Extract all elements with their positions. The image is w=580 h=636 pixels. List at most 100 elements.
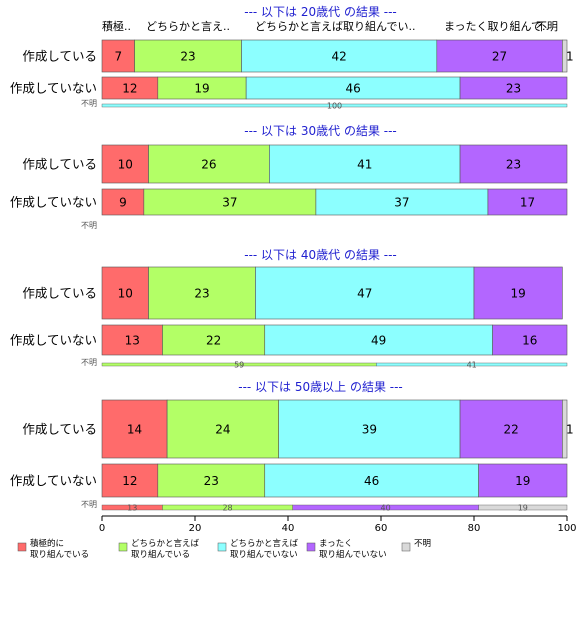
row-label: 作成していない xyxy=(10,473,97,488)
bar-value-label: 37 xyxy=(222,196,237,210)
bar-value-label: 12 xyxy=(122,474,137,488)
bar-value-label: 46 xyxy=(345,82,360,96)
row-label: 作成していない xyxy=(10,81,97,96)
bar-value-label: 23 xyxy=(180,50,195,64)
bar-value-label: 9 xyxy=(119,196,127,210)
bar-value-label: 22 xyxy=(504,423,519,437)
bar-segment xyxy=(255,266,475,320)
row-label: 作成していない xyxy=(10,195,97,210)
bar-segment xyxy=(492,324,568,356)
bar-value-label: 22 xyxy=(206,334,221,348)
bar-value-label: 47 xyxy=(357,287,372,301)
legend-label: 取り組んでいない xyxy=(230,549,298,560)
bar-value-label: 23 xyxy=(506,158,521,172)
bar-segment xyxy=(101,188,145,216)
bar-segment xyxy=(562,399,568,459)
bar-value-label: 37 xyxy=(394,196,409,210)
panel-title: --- 以下は 50歳以上 の結果 --- xyxy=(238,380,403,394)
bar-segment xyxy=(101,324,163,356)
row-label: 不明 xyxy=(81,358,97,367)
bar-segment xyxy=(562,39,568,73)
x-tick-label: 20 xyxy=(189,523,202,534)
bar-value-label: 7 xyxy=(114,50,122,64)
bar-segment xyxy=(478,504,568,511)
bar-value-label: 19 xyxy=(194,82,209,96)
bar-segment xyxy=(436,39,563,73)
bar-value-label: 10 xyxy=(118,287,133,301)
bar-value-label: 19 xyxy=(518,504,528,513)
bar-value-label: 19 xyxy=(511,287,526,301)
bar-value-label: 42 xyxy=(332,50,347,64)
bar-value-label: 13 xyxy=(125,334,140,348)
category-header-label: どちらかと言えば取り組んでい.. xyxy=(255,20,415,33)
bar-segment xyxy=(134,39,242,73)
bar-value-label: 46 xyxy=(364,474,379,488)
bar-value-label: 26 xyxy=(201,158,216,172)
legend-label: 不明 xyxy=(414,539,431,549)
bar-segment xyxy=(148,266,256,320)
category-header-label: 不明 xyxy=(536,20,558,33)
legend-label: 取り組んでいる xyxy=(131,549,190,560)
bar-segment xyxy=(278,399,461,459)
row-label: 不明 xyxy=(81,99,97,108)
legend-swatch xyxy=(217,542,227,552)
bar-segment xyxy=(459,144,568,184)
category-header-label: 積極.. xyxy=(102,19,131,33)
panel-title: --- 以下は 40歳代 の結果 --- xyxy=(244,248,397,262)
legend-label: 積極的に xyxy=(30,538,64,549)
bar-segment xyxy=(101,144,149,184)
bar-segment xyxy=(459,76,568,100)
bar-value-label: 39 xyxy=(362,423,377,437)
bar-value-label: 27 xyxy=(492,50,507,64)
x-tick-label: 60 xyxy=(375,523,388,534)
bar-segment xyxy=(157,463,266,498)
row-label: 不明 xyxy=(81,221,97,230)
bar-segment xyxy=(101,39,135,73)
bar-value-label: 59 xyxy=(234,361,244,370)
x-tick-label: 0 xyxy=(99,523,105,534)
x-tick-label: 80 xyxy=(468,523,481,534)
legend-swatch xyxy=(17,542,27,552)
bar-segment xyxy=(101,399,168,459)
bar-value-label: 41 xyxy=(467,361,477,370)
legend-label: まったく xyxy=(319,539,353,549)
bar-value-label: 28 xyxy=(222,504,232,513)
row-label: 作成している xyxy=(22,157,97,172)
bar-value-label: 41 xyxy=(357,158,372,172)
bar-value-label: 12 xyxy=(122,82,137,96)
x-tick-label: 40 xyxy=(282,523,295,534)
row-label: 作成している xyxy=(22,286,97,301)
bar-segment xyxy=(143,188,317,216)
bar-segment xyxy=(166,399,280,459)
row-label: 作成していない xyxy=(10,333,97,348)
panel-title: --- 以下は 30歳代 の結果 --- xyxy=(244,124,397,138)
bar-segment xyxy=(162,324,266,356)
bar-value-label: 23 xyxy=(194,287,209,301)
bar-segment xyxy=(241,39,438,73)
row-label: 不明 xyxy=(81,500,97,509)
bar-value-label: 1 xyxy=(566,423,574,437)
bar-value-label: 17 xyxy=(520,196,535,210)
legend-label: 取り組んでいる xyxy=(30,549,89,560)
bar-segment xyxy=(101,266,149,320)
bar-value-label: 100 xyxy=(327,102,342,111)
legend-swatch xyxy=(401,542,411,552)
bar-segment xyxy=(478,463,568,498)
row-label: 作成している xyxy=(22,422,97,437)
bar-value-label: 23 xyxy=(204,474,219,488)
bar-segment xyxy=(101,103,568,108)
bar-segment xyxy=(148,144,270,184)
category-header-label: まったく取り組んで.. xyxy=(444,20,549,33)
legend-label: 取り組んでいない xyxy=(319,549,387,560)
legend-label: どちらかと言えば xyxy=(230,538,299,549)
bar-value-label: 16 xyxy=(522,334,537,348)
bar-value-label: 49 xyxy=(371,334,386,348)
bar-segment xyxy=(264,324,493,356)
category-header-label: どちらかと言え.. xyxy=(146,20,230,33)
bar-segment xyxy=(473,266,563,320)
bar-segment xyxy=(487,188,568,216)
bar-value-label: 24 xyxy=(215,423,230,437)
bar-value-label: 23 xyxy=(506,82,521,96)
bar-segment xyxy=(264,463,479,498)
